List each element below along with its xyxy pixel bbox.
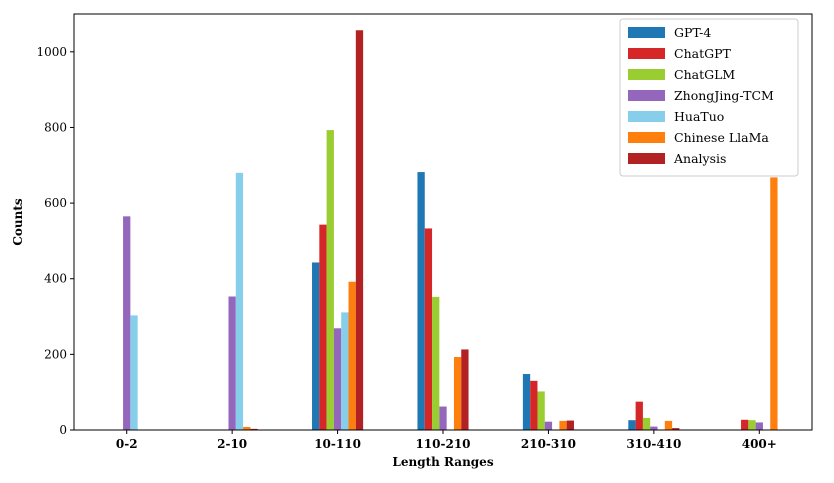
- bar-zhongjing-tcm-310-410: [650, 426, 658, 430]
- legend-label: ChatGLM: [674, 67, 735, 82]
- y-tick-label: 1000: [36, 45, 67, 59]
- bar-chatgpt-210-310: [530, 380, 538, 430]
- legend-swatch: [628, 153, 665, 164]
- legend-swatch: [628, 90, 665, 101]
- legend-label: HuaTuo: [674, 109, 724, 124]
- x-tick-label: 210-310: [521, 437, 576, 451]
- bar-chinese-llama-2-10: [243, 426, 251, 430]
- bar-chatgpt-400+: [741, 419, 749, 430]
- legend-swatch: [628, 48, 665, 59]
- y-tick-label: 400: [44, 272, 67, 286]
- legend-swatch: [628, 69, 665, 80]
- bar-analysis-210-310: [566, 420, 574, 430]
- y-tick-label: 200: [44, 347, 67, 361]
- legend-label: ZhongJing-TCM: [674, 88, 774, 103]
- x-tick-label: 400+: [742, 437, 777, 451]
- bar-gpt-4-110-210: [417, 172, 425, 430]
- legend-label: Chinese LlaMa: [674, 130, 769, 145]
- y-tick-label: 0: [59, 423, 67, 437]
- bar-huatuo-0-2: [130, 315, 138, 430]
- plot-frame: [73, 13, 813, 431]
- bar-chatgpt-10-110: [319, 224, 327, 430]
- x-axis: 0-2 2-10 10-110 110-210 210-310 310-410 400+: [116, 430, 777, 451]
- bar-chinese-llama-110-210: [453, 357, 462, 430]
- bar-chatglm-400+: [748, 420, 756, 430]
- bar-chinese-llama-10-110: [348, 281, 356, 430]
- bar-chatgpt-310-410: [635, 401, 643, 430]
- legend-swatch: [628, 27, 665, 38]
- bar-chatgpt-110-210: [424, 228, 433, 430]
- y-tick-label: 600: [44, 196, 67, 210]
- x-tick-label: 10-110: [314, 437, 361, 451]
- bar-zhongjing-tcm-400+: [755, 422, 763, 430]
- bar-zhongjing-tcm-210-310: [544, 421, 553, 430]
- x-axis-title: Length Ranges: [392, 455, 493, 469]
- bar-chinese-llama-310-410: [664, 420, 673, 430]
- bar-analysis-310-410: [672, 428, 680, 430]
- bar-analysis-2-10: [250, 428, 258, 430]
- bar-chinese-llama-400+: [770, 177, 778, 430]
- bar-zhongjing-tcm-2-10: [228, 296, 236, 430]
- bar-zhongjing-tcm-110-210: [439, 406, 447, 430]
- x-tick-label: 110-210: [415, 437, 470, 451]
- bar-gpt-4-210-310: [522, 374, 531, 430]
- bar-gpt-4-310-410: [628, 420, 636, 430]
- y-tick-label: 800: [44, 120, 67, 134]
- legend-label: Analysis: [673, 151, 726, 166]
- x-tick-label: 310-410: [626, 437, 681, 451]
- bars-group: [123, 30, 778, 430]
- bar-chatglm-10-110: [326, 130, 334, 430]
- bar-gpt-4-10-110: [312, 262, 320, 430]
- bar-huatuo-2-10: [235, 172, 244, 430]
- bar-zhongjing-tcm-0-2: [123, 216, 131, 430]
- legend-swatch: [628, 111, 665, 122]
- legend-label: ChatGPT: [674, 46, 731, 61]
- legend: GPT-4 ChatGPT ChatGLM ZhongJing-TCM HuaTuo Ch…: [619, 18, 799, 177]
- bar-chatglm-110-210: [432, 296, 440, 430]
- x-tick-label: 0-2: [116, 437, 138, 451]
- y-axis: 0 200 400 600 800 1000: [36, 45, 74, 437]
- x-tick-label: 2-10: [217, 437, 247, 451]
- y-axis-title: Counts: [11, 198, 25, 246]
- bar-huatuo-10-110: [341, 312, 349, 430]
- bar-analysis-10-110: [355, 30, 364, 430]
- bar-analysis-110-210: [461, 349, 469, 430]
- bar-chatglm-310-410: [642, 417, 651, 430]
- legend-label: GPT-4: [674, 25, 711, 40]
- bar-chinese-llama-210-310: [559, 420, 567, 430]
- legend-swatch: [628, 132, 665, 143]
- bar-chatglm-210-310: [537, 391, 545, 430]
- bar-zhongjing-tcm-10-110: [333, 328, 342, 430]
